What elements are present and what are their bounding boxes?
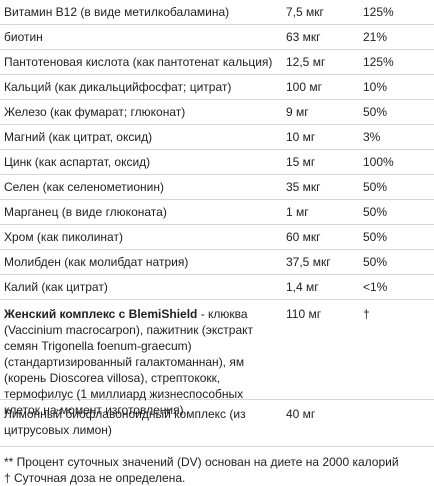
nutrient-name: Хром (как пиколинат) — [4, 230, 123, 244]
table-row: Витамин B12 (в виде метилкобаламина) 7,5 … — [0, 0, 434, 25]
nutrient-name: Железо (как фумарат; глюконат) — [4, 105, 186, 119]
daily-value: 50% — [363, 205, 388, 219]
footnotes: ** Процент суточных значений (DV) основа… — [0, 447, 434, 486]
amount: 1,4 мг — [286, 280, 319, 294]
amount: 60 мкг — [286, 230, 321, 244]
table-row: биотин 63 мкг 21% — [0, 25, 434, 50]
nutrient-name: Магний (как цитрат, оксид) — [4, 130, 153, 144]
daily-value: 21% — [363, 30, 388, 44]
table-row: Пантотеновая кислота (как пантотенат кал… — [0, 50, 434, 75]
daily-value: 10% — [363, 80, 388, 94]
daily-value: 100% — [363, 155, 394, 169]
amount: 10 мг — [286, 130, 316, 144]
daily-value: 50% — [363, 230, 388, 244]
footnote: ** Процент суточных значений (DV) основа… — [4, 455, 399, 469]
complex-name: Женский комплекс с BlemiShield — [4, 307, 198, 321]
daily-value: 125% — [363, 5, 394, 19]
table-row: Лимонный биофлавоноидный комплекс (из ци… — [0, 400, 434, 447]
daily-value: <1% — [363, 280, 388, 294]
daily-value: 125% — [363, 55, 394, 69]
daily-value — [359, 406, 434, 440]
amount: 63 мкг — [286, 30, 321, 44]
table-row: Кальций (как дикальцийфосфат; цитрат) 100… — [0, 75, 434, 100]
nutrient-name: Марганец (в виде глюконата) — [4, 205, 167, 219]
table-row: Селен (как селенометионин) 35 мкг 50% — [0, 175, 434, 200]
table-row: Железо (как фумарат; глюконат) 9 мг 50% — [0, 100, 434, 125]
table-row: Молибден (как молибдат натрия) 37,5 мкг 50… — [0, 250, 434, 275]
nutrient-name: Цинк (как аспартат, оксид) — [4, 155, 151, 169]
table-row: Марганец (в виде глюконата) 1 мг 50% — [0, 200, 434, 225]
nutrient-name: биотин — [4, 30, 43, 44]
table-row: Цинк (как аспартат, оксид) 15 мг 100% — [0, 150, 434, 175]
daily-value: 50% — [363, 105, 388, 119]
nutrient-name: Витамин B12 (в виде метилкобаламина) — [4, 5, 230, 19]
table-row: Хром (как пиколинат) 60 мкг 50% — [0, 225, 434, 250]
amount: 35 мкг — [286, 180, 321, 194]
nutrient-name: Лимонный биофлавоноидный комплекс (из ци… — [4, 407, 246, 437]
amount: 9 мг — [286, 105, 309, 119]
amount: 100 мг — [286, 80, 322, 94]
nutrient-name: Калий (как цитрат) — [4, 280, 108, 294]
amount: 40 мг — [286, 407, 316, 421]
nutrient-name: Селен (как селенометионин) — [4, 180, 164, 194]
amount: 12,5 мг — [286, 55, 326, 69]
complex-description: - клюква (Vaccinium macrocarpon), пажитн… — [4, 307, 254, 417]
nutrient-name: Женский комплекс с BlemiShield - клюква … — [0, 306, 282, 417]
nutrient-name: Кальций (как дикальцийфосфат; цитрат) — [4, 80, 232, 94]
table-row: Женский комплекс с BlemiShield - клюква … — [0, 300, 434, 417]
table-row: Калий (как цитрат) 1,4 мг <1% — [0, 275, 434, 300]
footnote: † Суточная доза не определена. — [4, 471, 186, 485]
amount: 1 мг — [286, 205, 309, 219]
nutrient-name: Молибден (как молибдат натрия) — [4, 255, 189, 269]
nutrition-table: Витамин B12 (в виде метилкобаламина) 7,5 … — [0, 0, 434, 447]
nutrient-name: Пантотеновая кислота (как пантотенат кал… — [4, 55, 273, 69]
daily-value: 50% — [363, 180, 388, 194]
amount: 15 мг — [286, 155, 316, 169]
daily-value: 50% — [363, 255, 388, 269]
table-row: Магний (как цитрат, оксид) 10 мг 3% — [0, 125, 434, 150]
amount: 37,5 мкг — [286, 255, 331, 269]
daily-value: 3% — [363, 130, 381, 144]
amount: 110 мг — [286, 307, 322, 321]
daily-value: † — [363, 307, 370, 321]
amount: 7,5 мкг — [286, 5, 324, 19]
